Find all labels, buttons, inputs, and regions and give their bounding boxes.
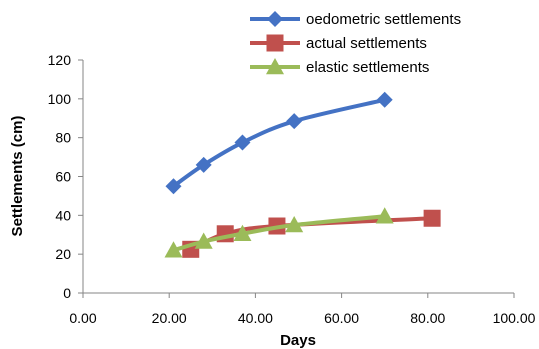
y-axis-title: Settlements (cm) bbox=[9, 116, 26, 237]
x-tick-label: 100.00 bbox=[493, 310, 536, 326]
y-tick-label: 40 bbox=[55, 207, 71, 223]
data-point bbox=[165, 178, 182, 195]
plot-area: 0 20 40 60 80 100 120 0.00 20.00 40.00 60.00 80.00… bbox=[48, 52, 536, 326]
y-tick-label: 0 bbox=[63, 285, 71, 301]
legend-label: elastic settlements bbox=[306, 59, 429, 76]
series-line bbox=[171, 97, 387, 189]
legend-marker bbox=[267, 11, 283, 27]
x-tick-label: 20.00 bbox=[152, 310, 187, 326]
series-diamond bbox=[165, 91, 393, 195]
y-tick-label: 100 bbox=[48, 91, 72, 107]
legend-label: oedometric settlements bbox=[306, 11, 461, 28]
data-point bbox=[234, 134, 251, 151]
data-point bbox=[194, 232, 213, 249]
legend-marker bbox=[266, 34, 284, 52]
x-tick-label: 0.00 bbox=[69, 310, 96, 326]
data-point bbox=[286, 113, 303, 130]
x-axis-title: Days bbox=[280, 332, 316, 349]
data-point bbox=[376, 91, 393, 108]
y-ticks: 0 20 40 60 80 100 120 bbox=[48, 52, 83, 301]
data-point bbox=[195, 156, 212, 173]
data-point bbox=[164, 241, 183, 258]
y-tick-label: 120 bbox=[48, 52, 72, 68]
legend-item: oedometric settlements bbox=[250, 11, 461, 28]
x-tick-label: 60.00 bbox=[324, 310, 359, 326]
y-tick-label: 80 bbox=[55, 130, 71, 146]
data-point bbox=[233, 224, 252, 241]
series-triangle bbox=[164, 207, 394, 258]
legend-item: actual settlements bbox=[250, 34, 427, 52]
y-tick-label: 60 bbox=[55, 169, 71, 185]
data-point bbox=[375, 207, 394, 224]
legend-item: elastic settlements bbox=[250, 58, 429, 76]
legend: oedometric settlements actual settlements… bbox=[250, 11, 461, 76]
x-tick-label: 40.00 bbox=[238, 310, 273, 326]
series-square bbox=[182, 209, 441, 258]
data-point bbox=[285, 216, 304, 233]
legend-label: actual settlements bbox=[306, 35, 427, 52]
x-tick-label: 80.00 bbox=[410, 310, 445, 326]
x-ticks: 0.00 20.00 40.00 60.00 80.00 100.00 bbox=[69, 293, 536, 326]
y-tick-label: 20 bbox=[55, 246, 71, 262]
data-point bbox=[423, 209, 441, 227]
series-layer bbox=[164, 91, 441, 258]
legend-marker bbox=[266, 58, 284, 75]
